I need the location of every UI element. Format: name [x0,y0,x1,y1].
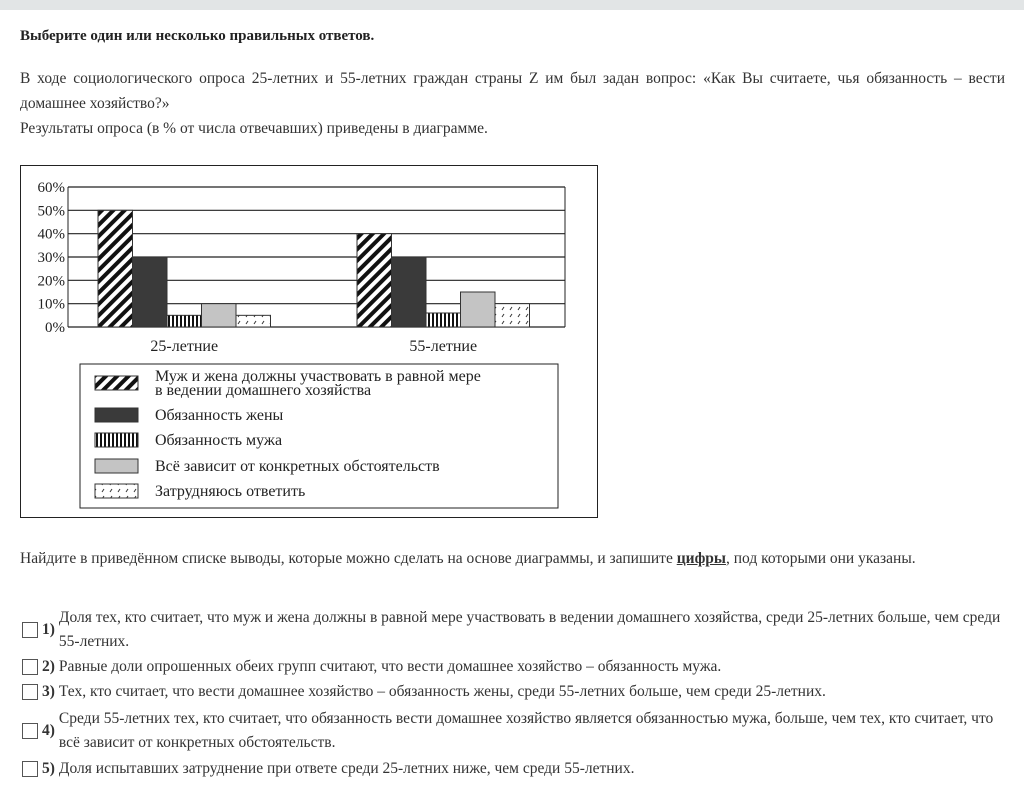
bar [166,314,202,328]
bar [494,303,530,328]
option-number: 4) [42,722,55,739]
y-tick-label: 0% [45,320,65,336]
task-before: Найдите в приведённом списке выводы, кот… [20,550,677,567]
option-number: 2) [42,658,55,675]
option-5[interactable]: 5) Доля испытавших затруднение при ответе… [22,757,1007,781]
legend-swatch [94,375,139,391]
x-tick-label: 55-летние [409,338,477,355]
option-4[interactable]: 4) Среди 55-летних тех, кто считает, что … [22,707,1007,755]
legend-swatch [94,458,139,474]
bar [235,314,271,328]
bar [425,312,461,328]
option-1[interactable]: 1) Доля тех, кто считает, что муж и жена … [22,606,1007,654]
task-after: , под которыми они указаны. [726,550,916,567]
checkbox[interactable] [22,723,38,739]
checkbox[interactable] [22,761,38,777]
bar [356,233,392,328]
option-number: 3) [42,683,55,700]
checkbox[interactable] [22,622,38,638]
task-emphasis: цифры [676,550,727,567]
instruction: Выберите один или несколько правильных о… [20,28,375,44]
legend-label: Обязанность мужа [155,432,282,449]
option-text: Тех, кто считает, что вести домашнее хоз… [58,683,826,700]
option-text: Доля тех, кто считает, что муж и жена до… [58,609,1001,650]
bar [132,256,168,328]
legend-box [79,363,559,509]
option-number: 5) [42,760,55,777]
legend-label: Муж и жена должны участвовать в равной м… [155,368,481,399]
legend-label: Затрудняюсь ответить [155,483,305,500]
legend-label: Обязанность жены [155,407,284,424]
task-text: Найдите в приведённом списке выводы, кот… [20,546,1005,571]
question-text-2: Результаты опроса (в % от числа отвечавш… [20,120,488,137]
checkbox[interactable] [22,659,38,675]
legend-swatch [94,432,139,448]
option-2[interactable]: 2) Равные доли опрошенных обеих групп счи… [22,655,1007,679]
x-tick-label: 25-летние [150,338,218,355]
y-tick-label: 60% [38,180,66,196]
legend-swatch [94,407,139,423]
option-text: Доля испытавших затруднение при ответе с… [58,760,635,777]
y-tick-label: 10% [38,297,66,313]
bar [391,256,427,328]
y-tick-label: 40% [38,227,66,243]
bar [201,303,237,328]
checkbox[interactable] [22,684,38,700]
option-text: Среди 55-летних тех, кто считает, что об… [58,710,994,751]
y-tick-label: 30% [38,250,66,266]
legend-label: Всё зависит от конкретных обстоятельств [155,458,440,475]
top-bar [0,0,1024,10]
y-tick-label: 20% [38,273,66,289]
bar [460,291,496,328]
option-3[interactable]: 3) Тех, кто считает, что вести домашнее х… [22,680,1007,704]
question-text: В ходе социологического опроса 25-летних… [20,70,1005,112]
bar-chart: 0% 10% 20% 30% 40% 50% 60% 25-летние 55-летние М… [20,165,598,518]
option-text: Равные доли опрошенных обеих групп счита… [58,658,722,675]
legend-swatch [94,483,139,499]
option-number: 1) [42,621,55,638]
bar [97,209,133,328]
y-tick-label: 50% [38,203,66,219]
